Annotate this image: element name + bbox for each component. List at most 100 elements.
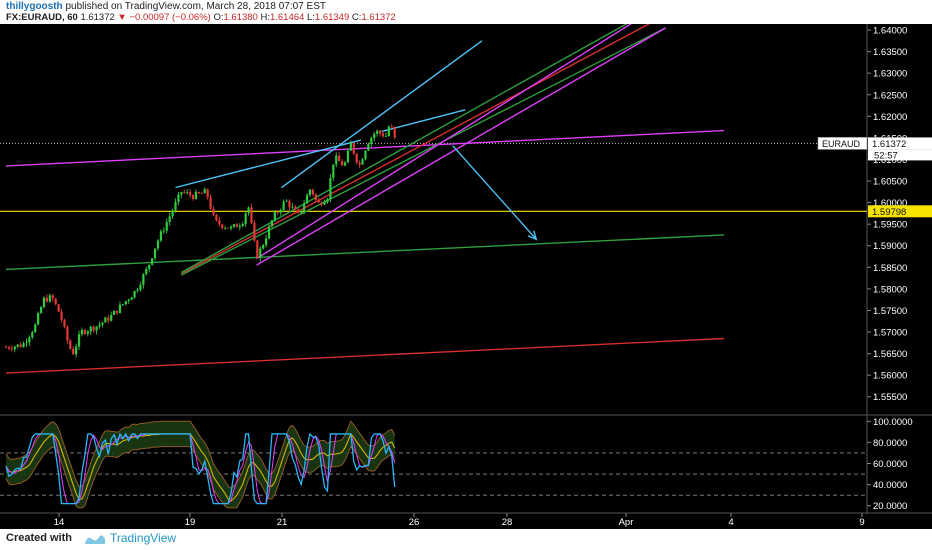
current-price-tag: 1.61372 bbox=[872, 139, 906, 150]
candle-up bbox=[77, 334, 81, 347]
candle-up bbox=[86, 331, 89, 334]
candle-down bbox=[83, 329, 87, 334]
candle-down bbox=[7, 347, 11, 349]
candle-down bbox=[320, 202, 323, 205]
trendline-green bbox=[5, 234, 725, 271]
x-tick-label: 26 bbox=[409, 517, 420, 528]
symbol-label: FX:EURAUD, 60 bbox=[6, 12, 78, 23]
author-link[interactable]: thillygoosth bbox=[6, 1, 63, 12]
candle-up bbox=[89, 326, 92, 332]
candle-down bbox=[197, 192, 200, 194]
candle-up bbox=[148, 264, 151, 269]
candle-up bbox=[300, 210, 303, 213]
candle-down bbox=[69, 340, 72, 349]
candle-down bbox=[338, 155, 341, 162]
candle-up bbox=[118, 304, 122, 313]
y-tick-label: 1.60000 bbox=[873, 198, 907, 209]
y-tick-label: 1.60500 bbox=[873, 177, 907, 188]
level-tag: 1.59798 bbox=[872, 207, 906, 218]
candle-up bbox=[241, 224, 244, 227]
candle-up bbox=[262, 245, 265, 249]
y-tick-label: 1.58000 bbox=[873, 284, 907, 295]
candle-up bbox=[177, 194, 180, 202]
tradingview-brand[interactable]: TradingView bbox=[84, 531, 176, 545]
close-label: C: bbox=[351, 12, 362, 23]
high-label: H: bbox=[260, 12, 270, 23]
published-text: published on TradingView.com, March 28, … bbox=[65, 1, 326, 12]
candle-up bbox=[270, 220, 274, 227]
candle-up bbox=[308, 189, 312, 196]
candle-up bbox=[267, 226, 271, 239]
trendline-green bbox=[181, 24, 628, 274]
y-tick-label: 1.59500 bbox=[873, 220, 907, 231]
candle-up bbox=[39, 307, 43, 314]
ohlc-line: FX:EURAUD, 60 1.61372 ▼ −0.00097 (−0.06%… bbox=[6, 12, 396, 23]
y-tick-label: 1.61000 bbox=[873, 155, 907, 166]
candle-up bbox=[162, 230, 165, 232]
current-price-tag-bg bbox=[868, 137, 932, 150]
low-label: L: bbox=[306, 12, 315, 23]
candle-up bbox=[387, 126, 390, 137]
candle-up bbox=[232, 224, 236, 227]
candle-down bbox=[294, 206, 297, 210]
trendline-red bbox=[5, 337, 725, 374]
x-tick-label: 28 bbox=[502, 517, 513, 528]
close-value: 1.61372 bbox=[361, 12, 396, 23]
open-label: O: bbox=[213, 12, 224, 23]
candle-down bbox=[191, 195, 195, 199]
chart-area[interactable]: 1.640001.635001.630001.625001.620001.615… bbox=[0, 24, 932, 529]
y-tick-label: 1.63500 bbox=[873, 47, 907, 58]
trendline-red bbox=[181, 24, 651, 275]
candle-down bbox=[311, 189, 314, 195]
candle-up bbox=[31, 332, 34, 338]
y-tick-label: 1.58500 bbox=[873, 263, 907, 274]
candle-down bbox=[189, 192, 192, 196]
candle-up bbox=[34, 324, 37, 333]
candle-up bbox=[373, 133, 376, 138]
x-tick-label: Apr bbox=[619, 517, 634, 528]
y-tick-label: 1.63000 bbox=[873, 69, 907, 80]
candle-down bbox=[209, 197, 212, 209]
candle-down bbox=[45, 297, 49, 302]
candle-up bbox=[156, 240, 160, 249]
y-tick-label: 1.57500 bbox=[873, 306, 907, 317]
candle-up bbox=[165, 222, 168, 231]
candle-up bbox=[346, 150, 350, 163]
price-change: −0.00097 (−0.06%) bbox=[129, 12, 211, 23]
candle-up bbox=[145, 268, 148, 275]
candle-down bbox=[54, 298, 57, 305]
candle-up bbox=[37, 313, 40, 325]
candle-up bbox=[25, 342, 28, 344]
publish-line: thillygoosth published on TradingView.co… bbox=[6, 1, 326, 12]
candle-down bbox=[4, 347, 8, 348]
trendline-cyan bbox=[281, 40, 483, 189]
candle-down bbox=[200, 193, 203, 194]
candle-up bbox=[16, 344, 19, 347]
y-tick-label: 1.59000 bbox=[873, 241, 907, 252]
price-chart[interactable]: 1.640001.635001.630001.625001.620001.615… bbox=[0, 24, 932, 529]
candle-up bbox=[329, 177, 332, 199]
high-value: 1.61464 bbox=[269, 12, 305, 23]
candle-up bbox=[133, 291, 136, 298]
candle-up bbox=[224, 227, 227, 229]
candle-up bbox=[139, 284, 142, 290]
countdown-tag-bg bbox=[868, 149, 932, 161]
candle-up bbox=[168, 216, 171, 223]
candle-up bbox=[180, 192, 183, 195]
candle-down bbox=[206, 189, 209, 198]
trendline-magenta bbox=[256, 24, 632, 260]
candle-up bbox=[22, 343, 25, 348]
candle-down bbox=[340, 161, 344, 166]
candle-down bbox=[72, 348, 75, 355]
candle-up bbox=[279, 209, 282, 213]
osc-main-line bbox=[5, 432, 396, 505]
candle-up bbox=[384, 136, 388, 137]
x-tick-label: 4 bbox=[728, 517, 733, 528]
candle-up bbox=[98, 324, 101, 327]
candle-down bbox=[60, 311, 63, 320]
candle-down bbox=[10, 348, 13, 350]
candle-up bbox=[113, 310, 116, 315]
candle-up bbox=[121, 304, 124, 305]
y-tick-label: 1.62000 bbox=[873, 112, 907, 123]
trendline-magenta bbox=[5, 129, 725, 167]
